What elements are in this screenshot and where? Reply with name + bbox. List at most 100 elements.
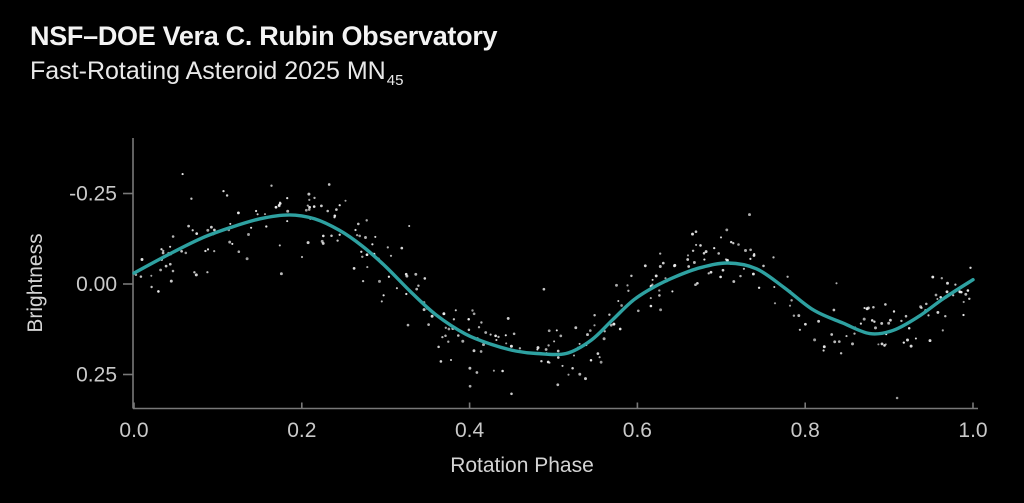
data-point [721,268,725,272]
data-point [719,275,722,279]
data-point [661,261,665,265]
data-point [361,255,364,259]
data-point [725,228,729,232]
data-point [830,333,834,336]
data-point [658,265,662,268]
data-point [168,262,172,266]
data-point [304,208,308,212]
data-point [859,322,862,325]
data-point [160,248,163,251]
data-point [150,285,153,289]
data-point [725,258,729,262]
data-point [887,321,891,325]
photometry-data-points [134,173,972,400]
data-point [360,250,363,253]
data-point [300,255,304,259]
data-point [884,343,887,346]
data-point [229,222,232,225]
data-point [286,220,289,223]
data-point [749,248,752,252]
data-point [709,270,713,274]
data-point [626,284,629,287]
y-axis-title: Brightness [24,233,47,332]
x-tick-label: 0.4 [455,419,485,442]
data-point [742,267,745,270]
data-point [751,272,755,276]
data-point [907,327,911,330]
data-point [540,359,543,363]
data-point [495,338,498,342]
data-point [184,251,188,255]
data-point [313,196,316,200]
data-point [374,235,377,238]
subtitle-subscript: 45 [386,72,404,90]
data-point [744,249,747,252]
data-point [673,263,677,267]
data-point [237,250,241,253]
fit-curve-line [132,213,975,357]
data-point [327,183,331,186]
data-point [659,308,663,312]
x-tick-label: 0.2 [287,419,316,442]
data-point [274,205,278,209]
data-point [593,324,596,327]
data-point [265,225,268,228]
data-point [386,246,389,249]
data-point [171,235,175,238]
data-point [222,189,225,193]
data-point [452,318,456,321]
data-point [589,329,592,332]
data-point [497,335,500,339]
data-point [833,340,837,344]
data-point [366,266,369,269]
data-point [851,342,854,346]
data-point [333,216,336,219]
data-point [960,290,963,294]
data-point [884,303,887,306]
data-point [658,294,661,297]
data-point [408,224,411,228]
data-point [692,261,696,264]
data-point [762,264,765,268]
data-point [643,264,647,268]
data-point [895,396,899,400]
data-point [406,323,410,327]
data-point [952,294,955,297]
data-point [797,314,801,318]
data-point [344,199,347,202]
data-point [790,299,793,302]
data-point [364,236,367,239]
data-point [506,316,510,320]
data-point [703,258,706,261]
data-point [920,306,923,310]
data-point [586,333,589,337]
data-point [237,211,240,215]
data-point [788,304,792,307]
data-point [475,371,479,374]
data-point [757,286,761,289]
data-point [739,274,742,278]
data-point [307,192,311,196]
data-point [312,205,316,208]
data-point [822,345,826,349]
data-point [286,209,290,213]
data-point [204,249,207,253]
data-point [835,282,838,285]
data-point [620,304,623,307]
data-point [584,377,587,381]
data-point [936,310,940,314]
data-point [593,313,596,317]
data-point [247,233,250,236]
data-point [630,274,633,278]
data-point [461,339,465,343]
data-point [939,295,943,299]
data-point [659,252,662,255]
data-point [330,234,333,237]
data-point [231,242,234,245]
data-point [361,279,365,283]
data-point [969,266,972,269]
data-point [602,337,606,341]
data-point [326,209,329,213]
data-point [382,294,385,297]
